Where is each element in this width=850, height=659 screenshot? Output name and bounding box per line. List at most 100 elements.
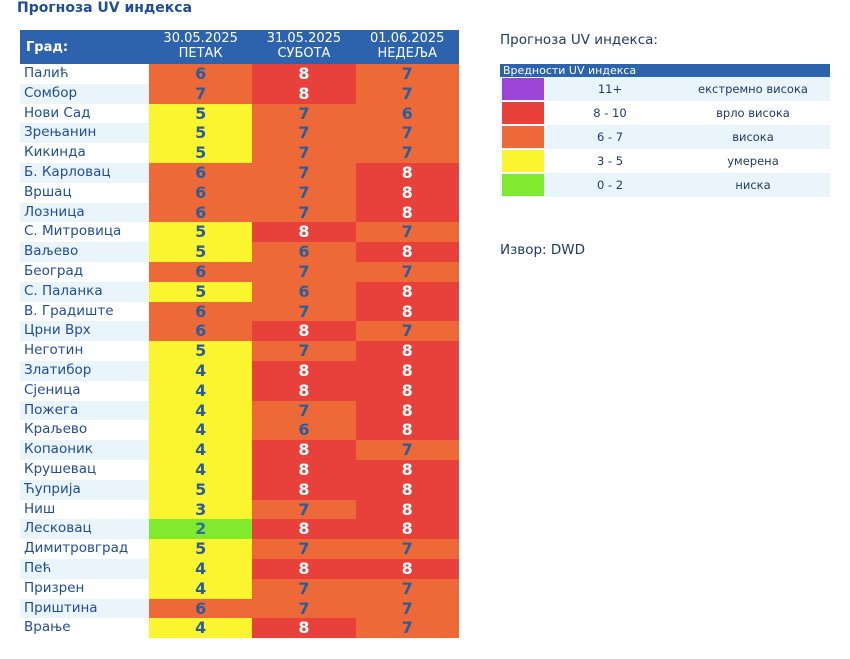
uv-value-cell: 8 [355, 360, 459, 381]
uv-value-cell: 4 [149, 618, 253, 639]
table-row: Зрењанин 5 7 7 [20, 123, 459, 144]
table-row: Димитровград 5 7 7 [20, 539, 459, 559]
legend-row: 3 - 5 умерена [500, 149, 830, 173]
day-date: 31.05.2025 [266, 31, 342, 46]
legend-color-swatch [502, 150, 544, 172]
legend-color-swatch [502, 102, 544, 124]
uv-value-cell: 7 [252, 341, 356, 361]
uv-value-cell: 4 [149, 558, 253, 579]
uv-value-cell: 8 [355, 162, 459, 183]
source-note: Извор: DWD [500, 242, 586, 258]
table-body: Палић 6 8 7 Сомбор 7 8 7 Нови Сад 5 7 6 Зрењанин 5 7 7 К… [20, 64, 459, 639]
uv-value-cell: 8 [252, 618, 356, 639]
city-name: Краљево [20, 420, 149, 441]
uv-value-cell: 4 [149, 420, 253, 441]
legend-range: 8 - 10 [593, 106, 627, 120]
legend-title: Прогноза UV индекса: [500, 32, 658, 48]
city-name: Београд [20, 261, 149, 282]
uv-value-cell: 4 [149, 578, 253, 599]
uv-value-cell: 7 [252, 261, 356, 282]
table-row: Пожега 4 7 8 [20, 400, 459, 421]
uv-value-cell: 7 [252, 162, 356, 183]
table-row: Кикинда 5 7 7 [20, 143, 459, 163]
table-row: Пећ 4 8 8 [20, 558, 459, 579]
uv-value-cell: 6 [149, 321, 253, 342]
day-date: 30.05.2025 [163, 31, 238, 46]
uv-value-cell: 7 [355, 222, 459, 243]
uv-value-cell: 6 [149, 202, 253, 223]
uv-value-cell: 4 [149, 400, 253, 421]
table-row: Неготин 5 7 8 [20, 341, 459, 361]
legend-header: Вредности UV индекса [500, 64, 830, 77]
uv-value-cell: 8 [355, 182, 459, 203]
uv-value-cell: 5 [149, 242, 253, 262]
uv-value-cell: 8 [355, 242, 459, 262]
uv-value-cell: 6 [252, 281, 356, 302]
uv-value-cell: 8 [252, 459, 356, 480]
table-row: Београд 6 7 7 [20, 261, 459, 282]
legend-label: висока [732, 130, 774, 144]
uv-forecast-table: Град: 30.05.2025 ПЕТАК 31.05.2025 СУБОТА… [20, 30, 459, 639]
uv-value-cell: 8 [355, 519, 459, 540]
uv-value-cell: 8 [252, 380, 356, 401]
uv-value-cell: 7 [355, 440, 459, 460]
uv-value-cell: 7 [355, 578, 459, 599]
uv-value-cell: 7 [355, 539, 459, 559]
table-row: Сомбор 7 8 7 [20, 83, 459, 104]
legend-range: 11+ [597, 82, 623, 96]
uv-value-cell: 8 [355, 380, 459, 401]
uv-value-cell: 7 [355, 64, 459, 84]
uv-value-cell: 4 [149, 459, 253, 480]
uv-value-cell: 4 [149, 380, 253, 401]
uv-value-cell: 8 [355, 420, 459, 441]
uv-value-cell: 7 [252, 539, 356, 559]
uv-value-cell: 6 [149, 261, 253, 282]
table-row: Б. Карловац 6 7 8 [20, 162, 459, 183]
city-name: Пећ [20, 558, 149, 579]
uv-value-cell: 7 [355, 83, 459, 104]
city-name: С. Паланка [20, 281, 149, 302]
table-row: Ћуприја 5 8 8 [20, 479, 459, 500]
city-name: Златибор [20, 360, 149, 381]
city-name: Ћуприја [20, 479, 149, 500]
uv-value-cell: 7 [252, 143, 356, 163]
uv-value-cell: 5 [149, 123, 253, 144]
uv-value-cell: 8 [252, 440, 356, 460]
table-row: Вршац 6 7 8 [20, 182, 459, 203]
uv-value-cell: 8 [252, 519, 356, 540]
uv-value-cell: 4 [149, 440, 253, 460]
day-column-header: 30.05.2025 ПЕТАК [149, 30, 252, 64]
city-name: Зрењанин [20, 123, 149, 144]
uv-value-cell: 7 [252, 123, 356, 144]
day-name: СУБОТА [277, 46, 331, 61]
uv-value-cell: 8 [252, 222, 356, 243]
table-row: Крушевац 4 8 8 [20, 459, 459, 480]
uv-value-cell: 8 [252, 321, 356, 342]
table-row: Краљево 4 6 8 [20, 420, 459, 441]
uv-value-cell: 8 [355, 558, 459, 579]
uv-value-cell: 6 [252, 242, 356, 262]
city-name: С. Митровица [20, 222, 149, 243]
city-name: Лесковац [20, 519, 149, 540]
uv-value-cell: 8 [355, 400, 459, 421]
table-row: Ниш 3 7 8 [20, 499, 459, 520]
legend-color-swatch [502, 78, 544, 100]
uv-value-cell: 8 [252, 83, 356, 104]
table-row: Црни Врх 6 8 7 [20, 321, 459, 342]
city-name: Пожега [20, 400, 149, 421]
legend-label: екстремно висока [698, 82, 808, 96]
uv-value-cell: 7 [355, 598, 459, 619]
uv-value-cell: 5 [149, 281, 253, 302]
table-row: Копаоник 4 8 7 [20, 440, 459, 460]
legend-row: 6 - 7 висока [500, 125, 830, 149]
uv-value-cell: 8 [252, 479, 356, 500]
city-name: Вршац [20, 182, 149, 203]
legend-range: 3 - 5 [596, 154, 624, 168]
table-row: Приштина 6 7 7 [20, 598, 459, 619]
uv-value-cell: 8 [252, 360, 356, 381]
legend-row: 0 - 2 ниска [500, 173, 830, 197]
uv-value-cell: 7 [252, 499, 356, 520]
uv-value-cell: 7 [252, 182, 356, 203]
legend-color-swatch [502, 174, 544, 196]
uv-value-cell: 7 [355, 618, 459, 639]
